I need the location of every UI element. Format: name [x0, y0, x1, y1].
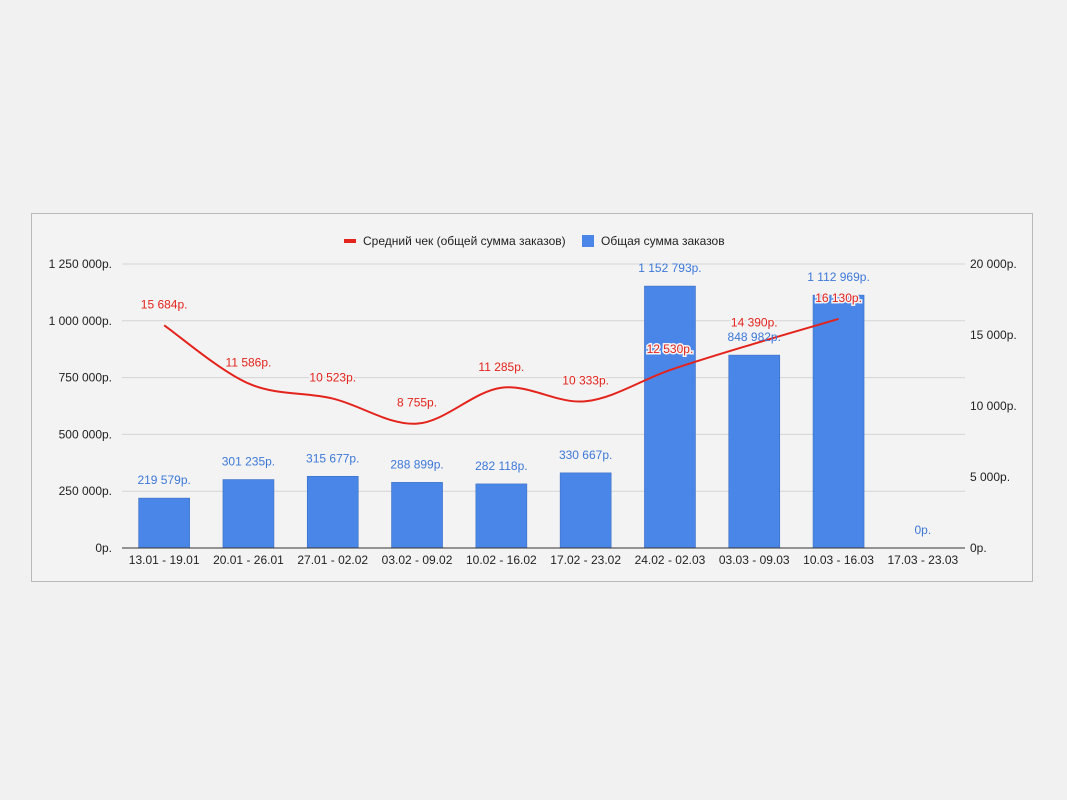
y-right-tick-label: 15 000р.: [970, 328, 1017, 342]
bar[interactable]: [475, 483, 528, 549]
legend-label-line: Средний чек (общей сумма заказов): [363, 234, 566, 248]
y-right-tick-label: 0р.: [970, 541, 987, 555]
line-data-label: 12 530р.: [647, 342, 694, 356]
combo-chart: 0р. 250 000р. 500 000р. 750 000р. 1 000 000р…: [49, 234, 1017, 567]
bar[interactable]: [644, 285, 696, 549]
x-tick-label: 17.03 - 23.03: [887, 553, 958, 567]
bar-series: [138, 285, 865, 549]
legend-item-line[interactable]: Средний чек (общей сумма заказов): [344, 234, 566, 248]
line-data-label: 11 586р.: [226, 355, 272, 369]
line-data-label: 10 333р.: [562, 373, 609, 387]
bar[interactable]: [306, 475, 359, 549]
legend-swatch-bar: [582, 235, 594, 247]
line-data-label: 16 130р.: [815, 291, 862, 305]
line-data-label: 10 523р.: [309, 371, 356, 385]
legend[interactable]: Средний чек (общей сумма заказов) Общая с…: [344, 234, 725, 248]
line-data-label: 15 684р.: [141, 297, 188, 311]
bar[interactable]: [812, 294, 865, 549]
x-tick-label: 03.02 - 09.02: [382, 553, 453, 567]
x-tick-label: 17.02 - 23.02: [550, 553, 621, 567]
bar-data-label: 282 118р.: [475, 459, 528, 473]
line-data-label: 8 755р.: [397, 396, 437, 410]
line-path[interactable]: [163, 317, 839, 425]
bar-data-label: 330 667р.: [559, 448, 612, 462]
y-right-tick-label: 5 000р.: [970, 470, 1010, 484]
y-right-tick-label: 20 000р.: [970, 257, 1017, 271]
axes: 0р. 250 000р. 500 000р. 750 000р. 1 000 000р…: [49, 257, 1017, 567]
bar-data-label: 1 112 969р.: [807, 270, 870, 284]
y-left-tick-label: 250 000р.: [59, 484, 112, 498]
chart-container: 0р. 250 000р. 500 000р. 750 000р. 1 000 000р…: [31, 213, 1033, 582]
y-left-tick-label: 500 000р.: [59, 427, 112, 441]
y-left-tick-label: 750 000р.: [59, 371, 112, 385]
bar[interactable]: [559, 472, 612, 549]
x-tick-label: 24.02 - 02.03: [635, 553, 706, 567]
bar[interactable]: [138, 497, 190, 549]
bar-data-label: 288 899р.: [390, 457, 443, 471]
line-data-label: 11 285р.: [478, 360, 524, 374]
data-labels: 219 579р. 301 235р. 315 677р. 288 899р. 282 …: [137, 261, 931, 537]
x-tick-label: 10.03 - 16.03: [803, 553, 874, 567]
x-tick-label: 20.01 - 26.01: [213, 553, 284, 567]
line-data-label: 14 390р.: [731, 316, 778, 330]
x-tick-label: 27.01 - 02.02: [297, 553, 368, 567]
y-left-tick-label: 0р.: [95, 541, 112, 555]
legend-label-bar: Общая сумма заказов: [601, 234, 725, 248]
bar-data-label: 0р.: [915, 523, 932, 537]
bar-data-label: 301 235р.: [222, 455, 275, 469]
line-series: [163, 317, 839, 425]
bar-data-label: 219 579р.: [137, 473, 190, 487]
bar-data-label: 848 982р.: [728, 330, 781, 344]
y-left-tick-label: 1 250 000р.: [49, 257, 112, 271]
y-left-tick-label: 1 000 000р.: [49, 314, 112, 328]
legend-swatch-line: [344, 239, 356, 243]
bar[interactable]: [391, 482, 443, 549]
y-right-tick-label: 10 000р.: [970, 399, 1017, 413]
x-tick-label: 10.02 - 16.02: [466, 553, 537, 567]
bar[interactable]: [728, 354, 781, 549]
legend-item-bar[interactable]: Общая сумма заказов: [582, 234, 725, 248]
bar-data-label: 315 677р.: [306, 451, 359, 465]
x-tick-label: 03.03 - 09.03: [719, 553, 790, 567]
x-tick-label: 13.01 - 19.01: [129, 553, 200, 567]
bar-data-label: 1 152 793р.: [638, 261, 701, 275]
bar[interactable]: [222, 479, 275, 549]
